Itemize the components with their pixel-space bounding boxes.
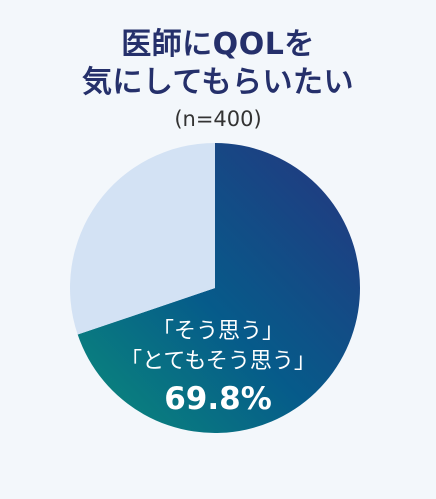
- pie-slice-agree: [77, 143, 360, 433]
- slice-label-line-1: 「そう思う」: [151, 319, 284, 344]
- pie-slice-other: [69, 143, 215, 335]
- chart-subtitle: (n=400): [174, 107, 262, 131]
- chart-title-line-2: 気にしてもらいたい: [81, 65, 355, 100]
- slice-label-line-2: 「とてもそう思う」: [120, 349, 316, 374]
- chart-title-line-1: 医師にQOLを: [121, 27, 315, 62]
- slice-value-label: 69.8%: [164, 381, 272, 417]
